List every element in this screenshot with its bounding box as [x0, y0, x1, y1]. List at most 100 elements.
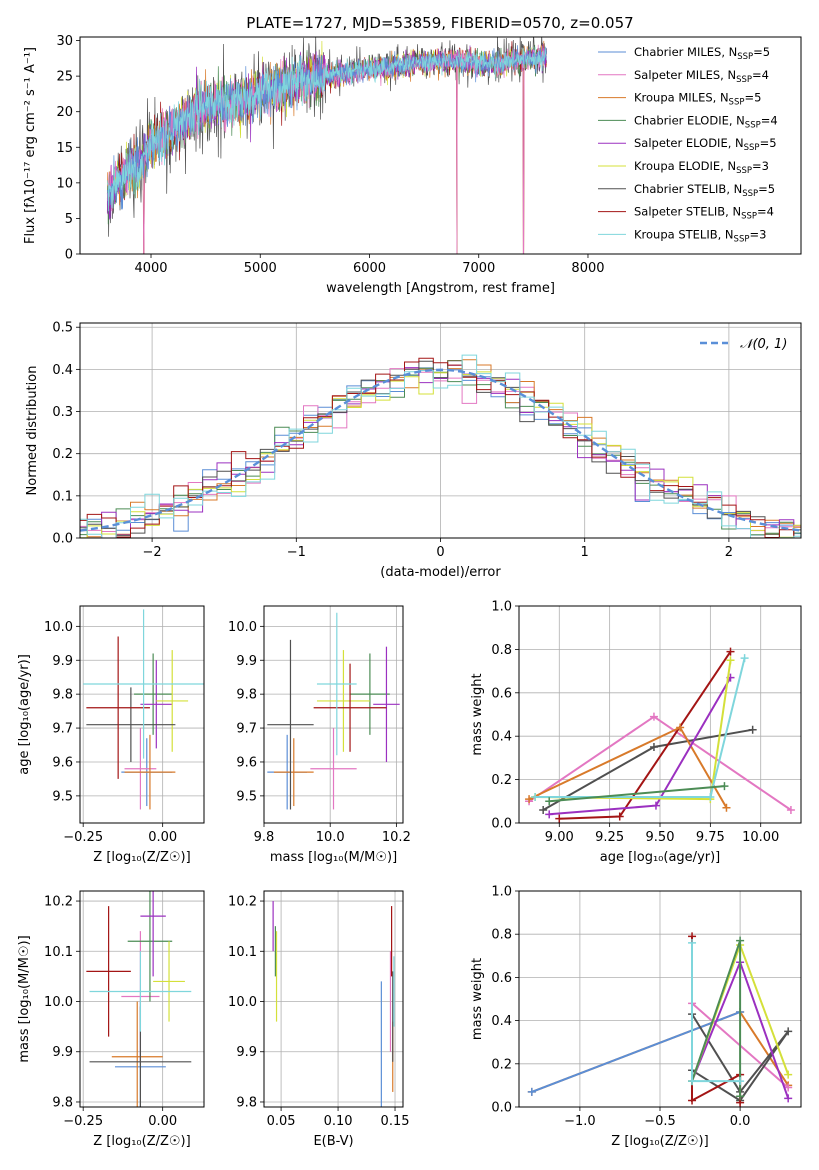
x-tick-label: 9.8 — [254, 830, 275, 845]
y-tick-label: 1.0 — [491, 600, 512, 615]
y-tick-label: 9.9 — [236, 654, 257, 669]
mass-vs-metallicity-panel: −0.25 0.00 9.8 9.9 10.0 10.1 10.2 Z [log₁₀(Z/Z☉… — [17, 890, 205, 1149]
y-tick-label: 10.2 — [228, 895, 257, 910]
weight-marker-chab_elodie — [736, 936, 745, 945]
weight-marker-salp_stelib — [555, 814, 564, 823]
x-tick-label: 2 — [725, 545, 733, 560]
legend-value: =5 — [744, 91, 761, 105]
weight-marker-krou_miles — [722, 803, 731, 812]
x-tick-label: −0.25 — [63, 830, 103, 845]
y-axis-label: age [log₁₀(age/yr)] — [17, 654, 32, 775]
y-tick-label: 0.6 — [491, 686, 512, 701]
x-tick-label: 0.05 — [267, 1114, 296, 1129]
y-tick-label: 9.6 — [52, 755, 73, 770]
figure-title: PLATE=1727, MJD=53859, FIBERID=0570, z=0… — [246, 14, 633, 32]
weight-marker-salp_elodie — [651, 801, 660, 810]
y-axis-label: Normed distribution — [25, 366, 40, 496]
y-tick-label: 0.3 — [52, 405, 73, 420]
x-tick-label: 10.2 — [382, 830, 411, 845]
weight-marker-krou_stelib — [531, 792, 540, 801]
y-tick-label: 0.0 — [491, 817, 512, 832]
x-tick-label: 5000 — [244, 261, 277, 276]
x-tick-label: 7000 — [462, 261, 495, 276]
weight-marker-chab_elodie — [720, 782, 729, 791]
y-tick-label: 10 — [56, 176, 73, 191]
x-axis-label: Z [log₁₀(Z/Z☉)] — [93, 1134, 190, 1149]
weight-marker-salp_stelib — [615, 812, 624, 821]
legend-label-chab_stelib: Chabrier STELIB, NSSP=5 — [634, 182, 775, 199]
axes-frame — [79, 890, 205, 1108]
age-vs-metallicity-panel: −0.25 0.00 9.5 9.6 9.7 9.8 9.9 10.0 Z [log₁₀(Z/Z… — [17, 605, 205, 865]
y-tick-label: 9.9 — [52, 654, 73, 669]
y-tick-label: 0.4 — [491, 730, 512, 745]
weight-marker-krou_elodie — [784, 1070, 793, 1079]
weight-marker-chab_stelib — [649, 743, 658, 752]
legend-subscript: SSP — [736, 75, 752, 85]
legend-value: =5 — [758, 182, 775, 196]
weight-marker-chab_stelib — [748, 725, 757, 734]
axes-frame — [518, 605, 802, 824]
axes-frame — [518, 890, 802, 1108]
y-axis-label: mass weight — [470, 958, 485, 1040]
y-tick-label: 9.7 — [52, 722, 73, 737]
x-axis-label: wavelength [Angstrom, rest frame] — [326, 281, 555, 296]
y-tick-label: 10.1 — [228, 945, 257, 960]
legend-subscript: SSP — [745, 120, 761, 130]
x-tick-label: −2 — [143, 545, 162, 560]
x-axis-label: age [log₁₀(age/yr)] — [600, 850, 721, 865]
legend-label-chab_elodie: Chabrier ELODIE, NSSP=4 — [634, 113, 778, 130]
x-tick-label: −0.5 — [644, 1114, 676, 1129]
weight-line-chab_elodie — [691, 940, 742, 1097]
axes-frame — [79, 322, 802, 539]
histogram-salp_miles — [80, 367, 801, 532]
legend-value: =4 — [757, 205, 774, 219]
legend-subscript: SSP — [741, 212, 757, 222]
x-tick-label: 9.75 — [696, 830, 725, 845]
y-tick-label: 20 — [56, 105, 73, 120]
x-tick-label: −1.0 — [564, 1114, 596, 1129]
y-tick-label: 9.9 — [52, 1045, 73, 1060]
weight-marker-chab_elodie — [545, 797, 554, 806]
weight-marker-krou_miles — [676, 723, 685, 732]
legend-label-gaussian: 𝒩(0, 1) — [740, 337, 787, 352]
y-tick-label: 0.1 — [52, 489, 73, 504]
x-tick-label: 6000 — [353, 261, 386, 276]
weight-marker-salp_miles — [786, 805, 795, 814]
y-tick-label: 0.8 — [491, 643, 512, 658]
y-axis-label: Flux [fλ10⁻¹⁷ erg cm⁻² s⁻¹ A⁻¹] — [23, 47, 38, 244]
legend-value: =3 — [749, 227, 766, 241]
weight-vs-metallicity-panel: −1.0 −0.5 0.0 0.0 0.2 0.4 0.6 0.8 1.0 Z [log₁₀(Z/… — [470, 885, 802, 1149]
weight-vs-age-panel: 9.00 9.25 9.50 9.75 10.00 0.0 0.2 0.4 0.6 0.8 1.0 a… — [470, 600, 802, 865]
legend-subscript: SSP — [729, 98, 745, 108]
y-tick-label: 10.0 — [228, 620, 257, 635]
weight-line-chab_elodie — [549, 785, 725, 803]
weight-marker-chab_stelib — [784, 1027, 793, 1036]
x-tick-label: 0.00 — [148, 1114, 177, 1129]
weight-marker-krou_stelib — [688, 938, 697, 947]
y-tick-label: 10.0 — [44, 620, 73, 635]
y-tick-label: 0.0 — [491, 1101, 512, 1116]
axes-frame — [79, 605, 205, 824]
histogram-salp_stelib — [80, 357, 801, 538]
weight-marker-salp_stelib — [688, 1096, 697, 1105]
legend-value: =5 — [760, 136, 777, 150]
weight-marker-salp_elodie — [545, 810, 554, 819]
y-tick-label: 9.8 — [236, 1095, 257, 1110]
y-tick-label: 0.8 — [491, 928, 512, 943]
legend-label-krou_miles: Kroupa MILES, NSSP=5 — [634, 91, 761, 108]
y-tick-label: 0.2 — [491, 1057, 512, 1072]
legend-subscript: SSP — [736, 166, 752, 176]
y-tick-label: 9.8 — [52, 1095, 73, 1110]
y-tick-label: 5 — [65, 212, 73, 227]
histogram-krou_elodie — [80, 360, 801, 538]
y-tick-label: 9.9 — [236, 1045, 257, 1060]
y-tick-label: 0.6 — [491, 971, 512, 986]
x-tick-label: −1 — [287, 545, 306, 560]
weight-marker-krou_miles — [525, 795, 534, 804]
x-axis-label: Z [log₁₀(Z/Z☉)] — [611, 1134, 708, 1149]
legend-label-salp_stelib: Salpeter STELIB, NSSP=4 — [634, 205, 774, 222]
legend-label-chab_miles: Chabrier MILES, NSSP=5 — [634, 45, 770, 62]
y-tick-label: 9.6 — [236, 755, 257, 770]
x-axis-label: E(B-V) — [313, 1134, 353, 1149]
